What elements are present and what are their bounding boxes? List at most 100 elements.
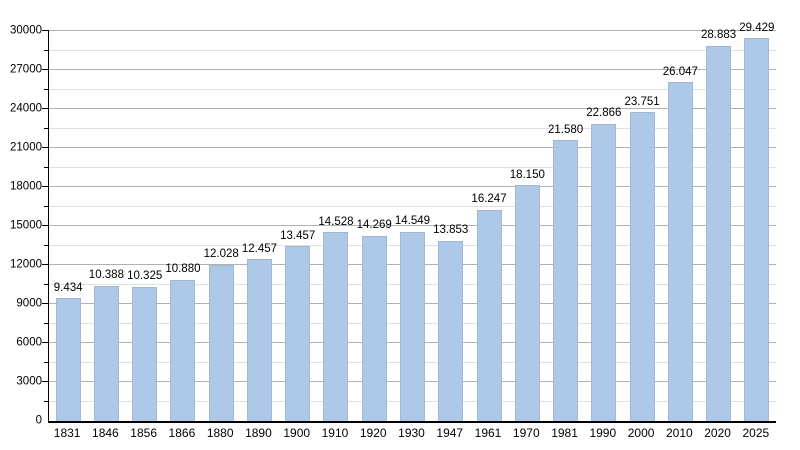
y-axis-tick-major [42, 381, 49, 382]
bar-1831 [55, 298, 81, 421]
x-tick-label: 1920 [359, 426, 387, 440]
y-axis-tick-major [42, 69, 49, 70]
y-axis-tick-minor [44, 322, 49, 324]
y-tick-label: 15000 [10, 219, 42, 232]
gridline-major [49, 147, 776, 148]
y-axis-tick-major [42, 30, 49, 31]
gridline-major [49, 186, 776, 187]
y-tick-label: 6000 [16, 336, 42, 349]
x-tick-label: 1930 [398, 426, 425, 440]
bar-1961 [476, 209, 502, 421]
x-tick-label: 1831 [53, 426, 81, 440]
bar-value-label: 28.883 [701, 29, 737, 42]
bar-1880 [208, 264, 234, 421]
bar-1990 [591, 123, 617, 421]
x-tick-label: 2020 [704, 426, 731, 440]
y-tick-label: 18000 [10, 180, 42, 193]
y-axis-tick-minor [44, 49, 49, 51]
bar-value-label: 23.751 [624, 95, 660, 108]
y-axis-tick-minor [44, 205, 49, 207]
y-axis-tick-major [42, 342, 49, 343]
y-axis-tick-major [42, 225, 49, 226]
y-tick-label: 3000 [16, 375, 42, 388]
x-axis-labels: 1831 1846 1856 1866 1880 1890 1900 1910 1920 1930… [48, 427, 775, 445]
bar-2020 [706, 45, 732, 421]
bar-value-label: 21.580 [547, 123, 584, 136]
y-tick-label: 9000 [16, 297, 42, 310]
bar-1970 [514, 185, 540, 421]
bar-1890 [246, 259, 272, 421]
bar-value-label: 16.247 [471, 193, 507, 206]
x-tick-label: 1846 [92, 426, 119, 440]
x-tick-label: 1880 [206, 426, 234, 440]
x-tick-label: 1970 [512, 426, 540, 440]
bar-value-label: 10.388 [88, 269, 124, 282]
gridline-minor [49, 205, 776, 207]
y-tick-label: 27000 [10, 63, 42, 76]
bar-1981 [553, 140, 579, 421]
bar-2025 [744, 38, 770, 421]
y-axis-tick-major [42, 264, 49, 265]
y-axis-tick-minor [44, 361, 49, 363]
y-axis-tick-major [42, 186, 49, 187]
bar-value-label: 10.325 [127, 270, 163, 283]
y-axis-tick-minor [44, 127, 49, 129]
gridline-major [49, 30, 776, 31]
gridline-minor [49, 127, 776, 129]
bar-value-label: 14.549 [394, 215, 431, 228]
x-tick-label: 1947 [436, 426, 464, 440]
bar-value-label: 22.866 [586, 107, 622, 120]
x-tick-label: 1866 [168, 426, 196, 440]
bar-value-label: 18.150 [509, 168, 545, 181]
bar-1920 [361, 235, 387, 421]
y-axis-tick-minor [44, 88, 49, 90]
bar-value-label: 29.429 [739, 21, 775, 34]
y-axis-tick-major [42, 303, 49, 304]
bar-value-label: 26.047 [662, 65, 698, 78]
y-axis-tick-major [42, 147, 49, 148]
bar-value-label: 12.028 [203, 248, 239, 261]
bar-1866 [170, 279, 196, 421]
gridline-major [49, 69, 776, 70]
y-axis-tick-minor [44, 283, 49, 285]
bar-1900 [285, 246, 311, 421]
bar-value-label: 10.880 [165, 263, 201, 276]
gridline-minor [49, 166, 776, 168]
y-tick-label: 12000 [10, 258, 42, 271]
x-tick-label: 1856 [130, 426, 158, 440]
gridline-major [49, 108, 776, 109]
gridline-minor [49, 49, 776, 51]
x-tick-label: 1981 [551, 426, 578, 440]
y-axis-tick-minor [44, 400, 49, 402]
gridline-minor [49, 88, 776, 90]
bar-2010 [667, 82, 693, 421]
x-tick-label: 1961 [474, 426, 502, 440]
bar-1947 [438, 240, 464, 421]
y-axis-tick-minor [44, 166, 49, 168]
bar-value-label: 14.528 [318, 215, 354, 228]
y-tick-label: 24000 [10, 102, 42, 115]
x-tick-label: 1900 [283, 426, 311, 440]
x-tick-label: 2010 [665, 426, 693, 440]
bar-1856 [132, 286, 158, 421]
bar-value-label: 13.853 [433, 224, 469, 237]
bar-value-label: 14.269 [356, 219, 392, 232]
y-axis-tick-minor [44, 244, 49, 246]
y-tick-label: 30000 [10, 24, 42, 37]
y-tick-label: 0 [35, 414, 42, 427]
x-tick-label: 1990 [589, 426, 617, 440]
bar-value-label: 12.457 [241, 242, 278, 255]
bar-1930 [400, 231, 425, 421]
bar-value-label: 9.434 [53, 281, 83, 294]
x-tick-label: 1910 [321, 426, 349, 440]
x-tick-label: 2025 [742, 426, 770, 440]
y-axis-labels: 0 3000 6000 9000 12000 15000 18000 21000 24000 27… [0, 25, 42, 426]
bar-value-label: 13.457 [280, 229, 316, 242]
bar-1910 [323, 232, 349, 421]
y-tick-label: 21000 [10, 141, 42, 154]
x-tick-label: 2000 [627, 426, 655, 440]
plot-area: 9.434 10.388 10.325 10.880 12.028 12.457 13.45… [42, 22, 776, 423]
x-tick-label: 1890 [245, 426, 272, 440]
bar-2000 [629, 112, 655, 421]
